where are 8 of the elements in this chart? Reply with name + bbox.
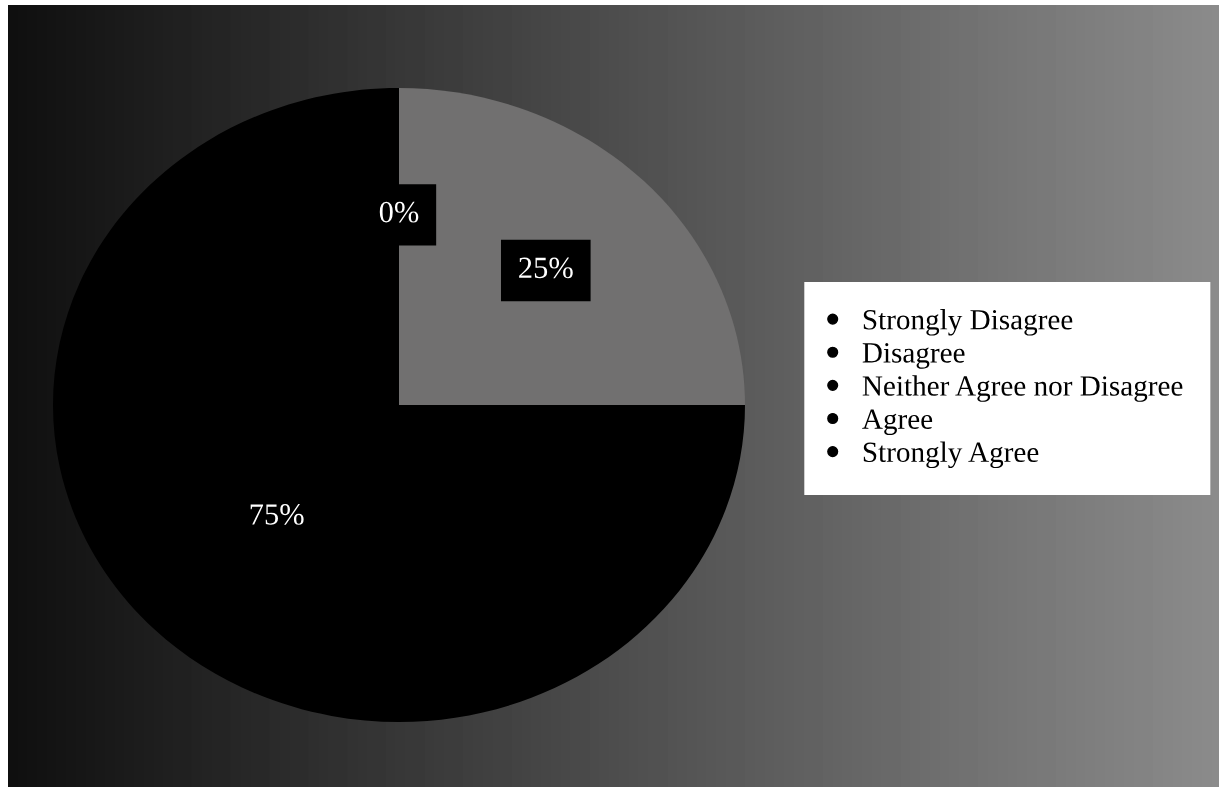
legend-label: Strongly Disagree xyxy=(863,309,1073,336)
legend-label: Neither Agree nor Disagree xyxy=(862,375,1183,402)
legend-label: Strongly Agree xyxy=(863,441,1039,469)
data-label: 25% xyxy=(519,257,573,279)
slice-label: Agree xyxy=(862,409,933,435)
text: 0% xyxy=(379,201,419,223)
legend-label: Disagree xyxy=(862,343,965,369)
data-label: 75% xyxy=(250,504,304,525)
